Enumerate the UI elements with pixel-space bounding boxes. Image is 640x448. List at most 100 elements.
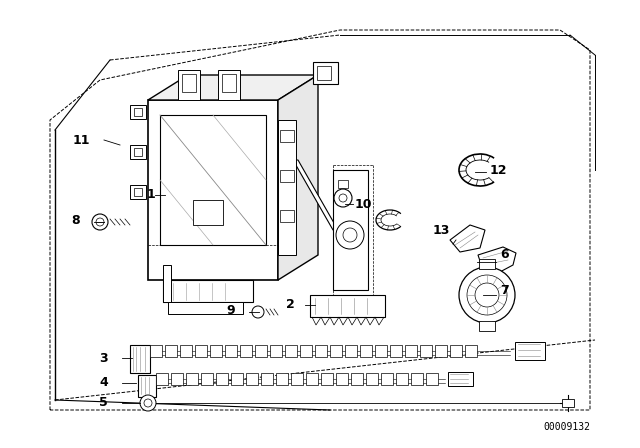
Bar xyxy=(360,345,372,357)
Bar xyxy=(321,373,333,385)
Bar xyxy=(435,345,447,357)
Bar xyxy=(315,345,327,357)
Text: 9: 9 xyxy=(227,303,235,316)
Bar xyxy=(291,373,303,385)
Bar xyxy=(261,373,273,385)
Bar xyxy=(160,115,266,245)
Bar xyxy=(134,108,142,116)
Bar xyxy=(515,342,545,360)
Circle shape xyxy=(475,283,499,307)
Bar xyxy=(562,399,574,407)
Bar xyxy=(381,373,393,385)
Bar xyxy=(134,148,142,156)
Polygon shape xyxy=(478,247,516,273)
Bar xyxy=(138,375,156,397)
PathPatch shape xyxy=(293,160,338,230)
Bar xyxy=(479,321,495,331)
Bar xyxy=(280,170,294,182)
Text: 00009132: 00009132 xyxy=(543,422,590,432)
Bar xyxy=(180,345,192,357)
Bar xyxy=(390,345,402,357)
PathPatch shape xyxy=(148,75,318,100)
Bar xyxy=(216,373,228,385)
Bar xyxy=(130,105,146,119)
Bar xyxy=(317,66,331,80)
Text: 11: 11 xyxy=(72,134,90,146)
Text: 4: 4 xyxy=(99,376,108,389)
Bar xyxy=(231,373,243,385)
Polygon shape xyxy=(450,225,485,252)
Bar xyxy=(130,145,146,159)
Text: 5: 5 xyxy=(99,396,108,409)
Text: 12: 12 xyxy=(490,164,508,177)
Bar xyxy=(285,345,297,357)
Bar xyxy=(375,345,387,357)
Bar xyxy=(338,180,348,188)
Bar xyxy=(396,373,408,385)
Text: 6: 6 xyxy=(500,249,509,262)
Text: 1: 1 xyxy=(147,189,155,202)
Bar xyxy=(201,373,213,385)
Text: 8: 8 xyxy=(72,214,80,227)
Bar xyxy=(426,373,438,385)
Circle shape xyxy=(459,267,515,323)
Bar xyxy=(195,345,207,357)
Bar xyxy=(246,373,258,385)
Bar xyxy=(270,345,282,357)
Bar xyxy=(313,62,338,84)
Circle shape xyxy=(140,395,156,411)
Circle shape xyxy=(92,214,108,230)
Bar xyxy=(168,302,243,314)
Bar xyxy=(134,188,142,196)
Bar xyxy=(411,373,423,385)
Bar xyxy=(336,373,348,385)
Bar xyxy=(171,373,183,385)
Circle shape xyxy=(334,189,352,207)
Bar xyxy=(330,345,342,357)
Bar xyxy=(178,70,200,100)
Bar xyxy=(165,345,177,357)
Circle shape xyxy=(96,218,104,226)
Bar xyxy=(405,345,417,357)
Text: 2: 2 xyxy=(286,298,295,311)
Bar xyxy=(163,280,253,302)
Bar xyxy=(225,345,237,357)
Bar xyxy=(280,130,294,142)
Bar xyxy=(130,345,150,373)
Bar xyxy=(186,373,198,385)
Bar xyxy=(278,120,296,255)
PathPatch shape xyxy=(278,75,318,280)
Text: 13: 13 xyxy=(433,224,450,237)
Bar xyxy=(182,74,196,92)
Bar xyxy=(240,345,252,357)
Bar xyxy=(333,170,368,290)
Bar xyxy=(366,373,378,385)
Bar xyxy=(255,345,267,357)
Bar xyxy=(310,295,385,317)
Bar xyxy=(280,210,294,222)
Text: 3: 3 xyxy=(99,352,108,365)
Bar xyxy=(450,345,462,357)
Bar xyxy=(479,259,495,269)
Bar xyxy=(218,70,240,100)
Bar xyxy=(210,345,222,357)
Bar xyxy=(465,345,477,357)
Circle shape xyxy=(339,194,347,202)
Bar xyxy=(150,345,162,357)
Text: 10: 10 xyxy=(355,198,372,211)
Bar xyxy=(351,373,363,385)
Bar xyxy=(193,200,223,225)
Circle shape xyxy=(252,306,264,318)
Bar xyxy=(300,345,312,357)
Text: 7: 7 xyxy=(500,284,509,297)
Bar xyxy=(306,373,318,385)
Bar xyxy=(448,372,473,386)
Bar xyxy=(420,345,432,357)
Bar xyxy=(130,185,146,199)
Bar xyxy=(163,265,171,302)
Bar xyxy=(148,100,278,280)
Bar xyxy=(156,373,168,385)
Bar xyxy=(276,373,288,385)
Bar xyxy=(222,74,236,92)
Bar xyxy=(338,195,348,203)
